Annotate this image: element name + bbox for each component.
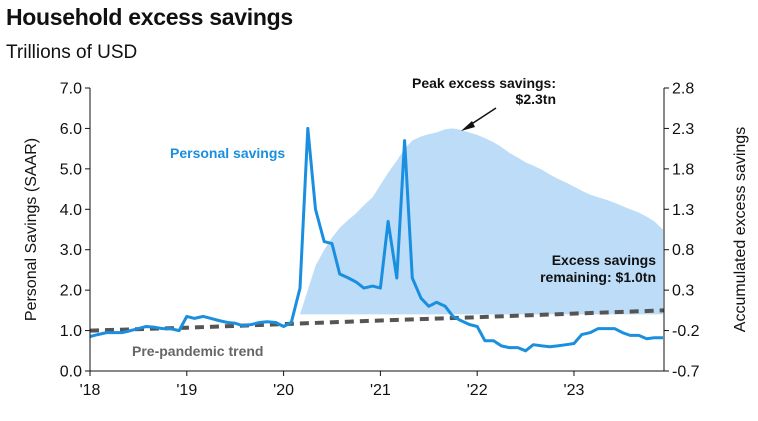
chart-subtitle: Trillions of USD: [6, 42, 138, 63]
peak-annotation-line2: $2.3tn: [516, 91, 556, 107]
y-left-tick-label: 0.0: [60, 364, 82, 381]
remaining-annotation-line2: remaining: $1.0tn: [540, 269, 656, 285]
y-right-axis-title: Accumulated excess savings: [732, 127, 749, 332]
x-tick-label: '18: [80, 382, 101, 399]
x-tick-label: '23: [564, 382, 585, 399]
excess-savings-area: [300, 128, 663, 315]
chart-title: Household excess savings: [6, 4, 293, 30]
x-tick-label: '20: [273, 382, 294, 399]
y-left-tick-label: 7.0: [60, 81, 82, 98]
y-left-tick-label: 3.0: [60, 242, 82, 259]
y-left-tick-label: 4.0: [60, 202, 82, 219]
y-left-axis-title: Personal Savings (SAAR): [23, 138, 40, 321]
x-tick-label: '22: [467, 382, 488, 399]
peak-arrow-head: [461, 121, 475, 131]
x-tick-label: '19: [176, 382, 197, 399]
y-left-tick-label: 5.0: [60, 161, 82, 178]
y-left-tick-label: 1.0: [60, 323, 82, 340]
remaining-annotation-line1: Excess savings: [552, 252, 657, 268]
y-right-tick-label: -0.2: [672, 323, 700, 340]
pre-pandemic-trend-line: [89, 308, 665, 333]
x-tick-label: '21: [370, 382, 391, 399]
y-right-tick-label: 1.3: [672, 202, 694, 219]
y-right-tick-label: 2.8: [672, 81, 694, 98]
y-right-tick-label: -0.7: [672, 364, 700, 381]
personal-savings-line: [89, 126, 663, 353]
y-right-tick-label: 2.3: [672, 121, 694, 138]
y-right-tick-label: 1.8: [672, 161, 694, 178]
y-right-tick-label: 0.8: [672, 242, 694, 259]
y-left-tick-label: 2.0: [60, 283, 82, 300]
y-left-tick-label: 6.0: [60, 121, 82, 138]
pre-pandemic-label: Pre-pandemic trend: [132, 343, 263, 359]
y-right-tick-label: 0.3: [672, 283, 694, 300]
peak-annotation-line1: Peak excess savings:: [412, 75, 556, 91]
personal-savings-label: Personal savings: [170, 145, 285, 161]
